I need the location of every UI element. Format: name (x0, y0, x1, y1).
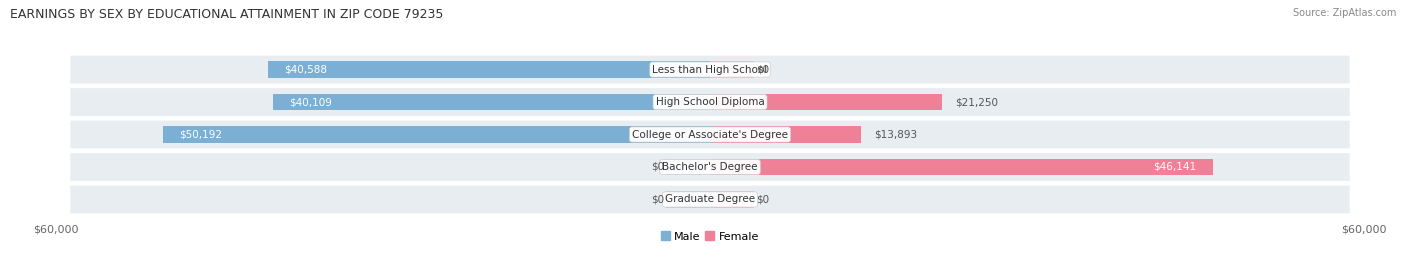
Bar (267, 61, 710, 78)
Bar (710, 158, 1213, 175)
Text: Source: ZipAtlas.com: Source: ZipAtlas.com (1292, 8, 1396, 18)
Text: $46,141: $46,141 (1153, 162, 1197, 172)
FancyBboxPatch shape (69, 55, 1351, 84)
Text: $40,588: $40,588 (284, 65, 328, 75)
Legend: Male, Female: Male, Female (657, 227, 763, 246)
Text: Graduate Degree: Graduate Degree (665, 194, 755, 204)
Bar (273, 94, 710, 111)
Text: $0: $0 (756, 65, 769, 75)
FancyBboxPatch shape (69, 185, 1351, 214)
Text: High School Diploma: High School Diploma (655, 97, 765, 107)
Bar (163, 126, 710, 143)
Text: College or Associate's Degree: College or Associate's Degree (633, 129, 787, 140)
FancyBboxPatch shape (69, 152, 1351, 182)
Text: $13,893: $13,893 (875, 129, 918, 140)
Text: EARNINGS BY SEX BY EDUCATIONAL ATTAINMENT IN ZIP CODE 79235: EARNINGS BY SEX BY EDUCATIONAL ATTAINMEN… (10, 8, 443, 21)
Bar (710, 61, 754, 78)
Text: Bachelor's Degree: Bachelor's Degree (662, 162, 758, 172)
FancyBboxPatch shape (69, 119, 1351, 150)
Text: $50,192: $50,192 (180, 129, 222, 140)
Bar (666, 191, 710, 208)
Text: $0: $0 (756, 194, 769, 204)
Text: $0: $0 (651, 194, 664, 204)
Text: Less than High School: Less than High School (652, 65, 768, 75)
FancyBboxPatch shape (69, 87, 1351, 117)
Bar (710, 126, 862, 143)
Bar (666, 158, 710, 175)
Bar (710, 191, 754, 208)
Text: $21,250: $21,250 (955, 97, 998, 107)
Text: $0: $0 (651, 162, 664, 172)
Bar (710, 94, 942, 111)
Text: $40,109: $40,109 (290, 97, 332, 107)
